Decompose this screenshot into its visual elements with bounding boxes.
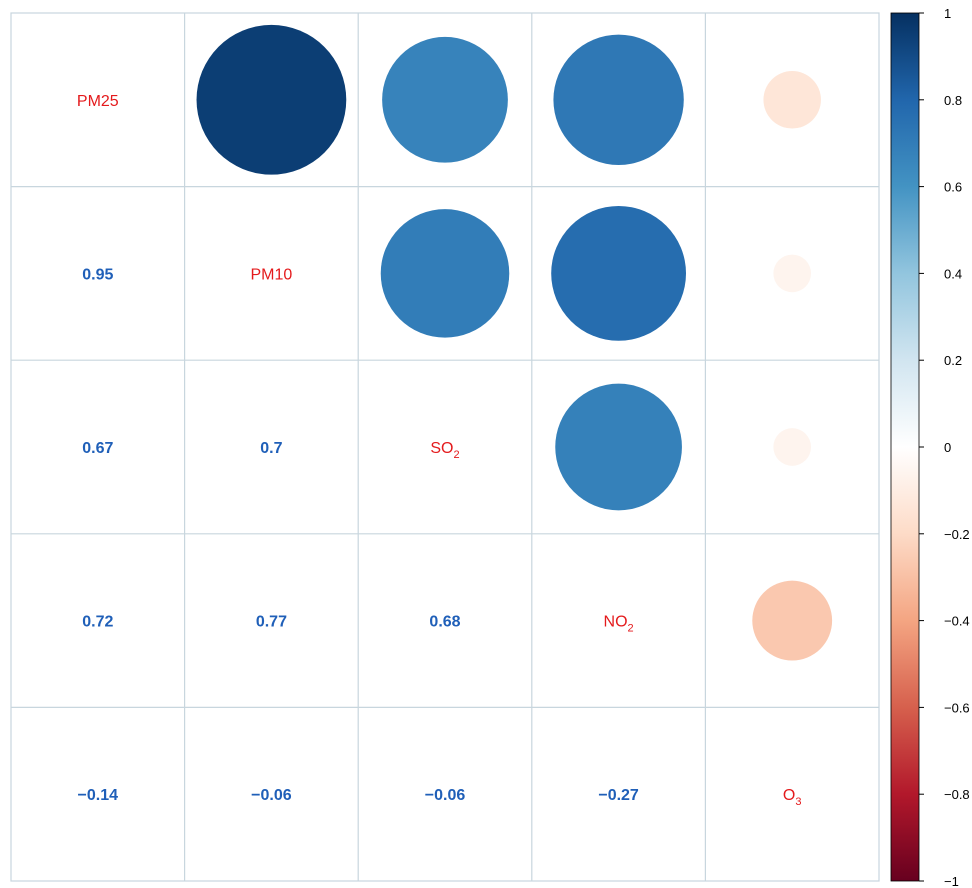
- corr-value-o3-pm25: −0.14: [78, 787, 119, 804]
- corr-value-o3-no2: −0.27: [598, 787, 639, 804]
- corr-circle-pm25-no2: [553, 34, 684, 165]
- corr-circle-no2-o3: [752, 580, 833, 661]
- corr-value-o3-so2: −0.06: [425, 787, 466, 804]
- color-bar-tick-label: 0.4: [944, 266, 962, 281]
- color-bar-tick-label: −0.6: [944, 700, 970, 715]
- corr-circle-pm25-so2: [382, 36, 508, 163]
- corr-circle-pm10-so2: [380, 209, 510, 338]
- color-bar-tick-label: 1: [944, 6, 951, 21]
- diagonal-label-o3: O3: [783, 787, 802, 808]
- corr-value-pm10-pm25: 0.95: [82, 266, 113, 283]
- corr-value-no2-so2: 0.68: [429, 614, 460, 631]
- diagonal-label-pm25: PM25: [77, 93, 119, 110]
- corr-value-no2-pm25: 0.72: [82, 614, 113, 631]
- color-bar-tick-label: −0.2: [944, 527, 970, 542]
- corr-value-so2-pm10: 0.7: [260, 440, 282, 457]
- diagonal-label-pm10: PM10: [251, 266, 293, 283]
- color-bar-tick-label: 0: [944, 440, 951, 455]
- corr-circle-pm25-o3: [763, 71, 821, 129]
- corr-circle-so2-no2: [555, 383, 682, 511]
- color-bar-tick-label: 0.8: [944, 93, 962, 108]
- corr-value-o3-pm10: −0.06: [251, 787, 292, 804]
- color-bar-tick-label: 0.2: [944, 353, 962, 368]
- corr-circle-pm10-no2: [551, 205, 687, 341]
- color-bar-tick-label: 0.6: [944, 180, 962, 195]
- corr-circle-pm10-o3: [773, 254, 812, 293]
- color-bar-tick-label: −0.4: [944, 614, 970, 629]
- corr-circle-pm25-pm10: [196, 24, 347, 175]
- corr-value-so2-pm25: 0.67: [82, 440, 113, 457]
- diagonal-label-no2: NO2: [604, 614, 634, 635]
- corr-circle-so2-o3: [773, 428, 812, 466]
- color-bar-tick-label: −0.8: [944, 787, 970, 802]
- diagonal-label-so2: SO2: [430, 440, 459, 461]
- corr-value-no2-pm10: 0.77: [256, 614, 287, 631]
- color-bar-tick-label: −1: [944, 874, 959, 888]
- color-bar: [890, 12, 920, 882]
